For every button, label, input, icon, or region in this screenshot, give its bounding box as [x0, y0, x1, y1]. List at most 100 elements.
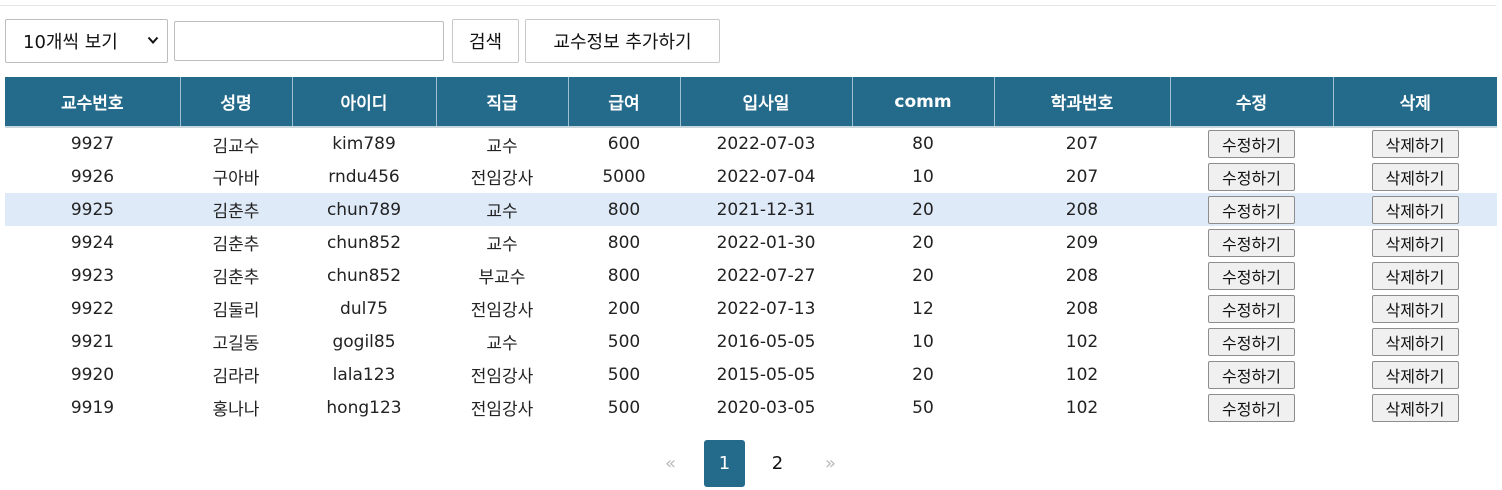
cell-prof-no: 9923: [70, 265, 115, 286]
cell-edit: 수정하기: [1170, 259, 1333, 292]
column-header-edit: 수정: [1170, 77, 1334, 127]
cell-name: 김춘추: [180, 193, 292, 226]
delete-button[interactable]: 삭제하기: [1371, 294, 1459, 323]
pagination-page-1[interactable]: 1: [704, 440, 745, 487]
cell-prof-no: 9920: [70, 364, 115, 385]
cell-hire-date: 2022-01-30: [716, 232, 816, 253]
table-row[interactable]: 9924 김춘추 chun852 교수 800 2022-01-30 20 209 수정하기 삭제…: [5, 226, 1497, 259]
table-row[interactable]: 9922 김둘리 dul75 전임강사 200 2022-07-13 12 208 수정하기 삭제…: [5, 292, 1497, 325]
table-header-row: 교수번호 성명 아이디 직급 급여 입사일 comm 학과번호 수정 삭제: [5, 77, 1497, 127]
table-row[interactable]: 9926 구아바 rndu456 전임강사 5000 2022-07-04 10 207 수정하…: [5, 160, 1497, 193]
pagination-page-2[interactable]: 2: [771, 453, 784, 474]
cell-user-id: chun852: [326, 232, 402, 253]
cell-delete: 삭제하기: [1333, 325, 1497, 358]
cell-position: 교수: [486, 136, 518, 157]
chevron-down-icon: [147, 36, 159, 44]
delete-button[interactable]: 삭제하기: [1371, 327, 1459, 356]
search-button[interactable]: 검색: [452, 19, 519, 63]
table-row[interactable]: 9923 김춘추 chun852 부교수 800 2022-07-27 20 208 수정하기 삭…: [5, 259, 1497, 292]
edit-button[interactable]: 수정하기: [1208, 327, 1295, 356]
pagination-next[interactable]: »: [824, 453, 836, 474]
column-header-position[interactable]: 직급: [436, 77, 569, 127]
page-size-select[interactable]: 10개씩 보기: [5, 19, 168, 63]
delete-button[interactable]: 삭제하기: [1371, 130, 1459, 158]
cell-user-id: lala123: [332, 364, 396, 385]
column-header-name[interactable]: 성명: [180, 77, 293, 127]
cell-prof-no: 9925: [5, 193, 180, 226]
column-header-dept-no[interactable]: 학과번호: [994, 77, 1171, 127]
delete-button[interactable]: 삭제하기: [1371, 228, 1459, 257]
cell-dept-no: 207: [1065, 166, 1099, 187]
edit-button[interactable]: 수정하기: [1208, 162, 1295, 191]
cell-prof-no: 9919: [70, 397, 115, 418]
cell-salary: 800: [607, 265, 641, 286]
add-professor-button[interactable]: 교수정보 추가하기: [525, 19, 720, 63]
edit-button[interactable]: 수정하기: [1208, 294, 1295, 323]
cell-edit: 수정하기: [1170, 358, 1333, 391]
column-header-hire-date[interactable]: 입사일: [680, 77, 853, 127]
edit-button[interactable]: 수정하기: [1208, 360, 1295, 389]
cell-prof-no: 9926: [70, 166, 115, 187]
cell-edit: 수정하기: [1170, 193, 1333, 226]
table-row[interactable]: 9925 김춘추 chun789 교수 800 2021-12-31 20 208 수정하기 삭제…: [5, 193, 1497, 226]
cell-salary: 600: [607, 134, 641, 154]
cell-prof-no: 9922: [70, 298, 115, 319]
cell-delete: 삭제하기: [1333, 292, 1497, 325]
column-header-comm[interactable]: comm: [852, 77, 995, 127]
table-row[interactable]: 9920 김라라 lala123 전임강사 500 2015-05-05 20 102 수정하기…: [5, 358, 1497, 391]
cell-hire-date: 2016-05-05: [716, 331, 816, 352]
delete-button[interactable]: 삭제하기: [1371, 195, 1459, 224]
cell-user-id: hong123: [326, 397, 402, 418]
cell-user-id: gogil85: [332, 331, 396, 352]
column-header-salary[interactable]: 급여: [568, 77, 681, 127]
edit-button[interactable]: 수정하기: [1208, 261, 1295, 290]
search-input[interactable]: [174, 21, 444, 61]
table-row[interactable]: 9927 김교수 kim789 교수 600 2022-07-03 80 207 수정하기 삭제하…: [5, 127, 1497, 160]
professor-table: 교수번호 성명 아이디 직급 급여 입사일 comm 학과번호 수정 삭제 99…: [5, 77, 1497, 424]
cell-salary: 800: [568, 193, 680, 226]
cell-user-id: kim789: [332, 134, 396, 154]
cell-hire-date: 2022-07-13: [716, 298, 816, 319]
cell-name: 고길동: [212, 334, 260, 354]
cell-comm: 20: [912, 265, 934, 286]
table-row[interactable]: 9919 홍나나 hong123 전임강사 500 2020-03-05 50 102 수정하기…: [5, 391, 1497, 424]
cell-hire-date: 2022-07-03: [716, 134, 816, 154]
pagination-prev[interactable]: «: [664, 453, 676, 474]
cell-position: 전임강사: [470, 301, 534, 321]
edit-button[interactable]: 수정하기: [1208, 195, 1295, 224]
cell-comm: 50: [912, 397, 934, 418]
cell-hire-date: 2022-07-27: [716, 265, 816, 286]
cell-user-id: dul75: [340, 298, 388, 319]
cell-comm: 20: [852, 193, 994, 226]
cell-dept-no: 207: [1065, 134, 1099, 154]
edit-button[interactable]: 수정하기: [1208, 130, 1295, 158]
table-row[interactable]: 9921 고길동 gogil85 교수 500 2016-05-05 10 102 수정하기 삭제…: [5, 325, 1497, 358]
pagination: « 1 2 »: [650, 440, 851, 487]
cell-dept-no: 102: [1065, 364, 1099, 385]
delete-button[interactable]: 삭제하기: [1371, 162, 1459, 191]
cell-dept-no: 102: [1065, 331, 1099, 352]
cell-name: 김춘추: [212, 235, 260, 255]
cell-comm: 20: [912, 232, 934, 253]
cell-name: 홍나나: [212, 400, 260, 420]
cell-name: 구아바: [212, 169, 260, 189]
column-header-delete: 삭제: [1333, 77, 1497, 127]
cell-position: 교수: [436, 193, 568, 226]
cell-dept-no: 208: [1065, 265, 1099, 286]
delete-button[interactable]: 삭제하기: [1371, 393, 1459, 422]
edit-button[interactable]: 수정하기: [1208, 393, 1295, 422]
cell-dept-no: 209: [1065, 232, 1099, 253]
cell-name: 김교수: [212, 136, 260, 157]
cell-dept-no: 208: [1065, 298, 1099, 319]
column-header-prof-no[interactable]: 교수번호: [5, 77, 181, 127]
cell-name: 김라라: [212, 367, 260, 387]
cell-delete: 삭제하기: [1333, 226, 1497, 259]
cell-comm: 10: [912, 166, 934, 187]
delete-button[interactable]: 삭제하기: [1371, 360, 1459, 389]
delete-button[interactable]: 삭제하기: [1371, 261, 1459, 290]
cell-delete: 삭제하기: [1333, 259, 1497, 292]
column-header-user-id[interactable]: 아이디: [292, 77, 437, 127]
edit-button[interactable]: 수정하기: [1208, 228, 1295, 257]
cell-edit: 수정하기: [1170, 226, 1333, 259]
cell-name: 김춘추: [212, 268, 260, 288]
